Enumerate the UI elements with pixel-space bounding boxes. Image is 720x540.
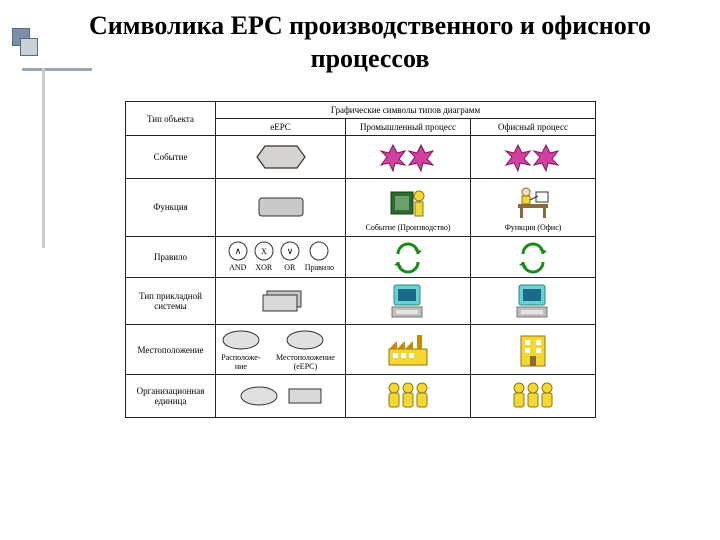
hdr-objtype: Тип объекта [126, 102, 216, 136]
office-worker-icon [510, 182, 556, 222]
svg-text:X: X [261, 247, 267, 256]
cap-place: Расположе-ние [218, 354, 264, 372]
cell-rule-office [471, 236, 596, 277]
cell-org-eepc [216, 375, 346, 418]
computer-icon [386, 281, 430, 321]
row-event-label: Событие [126, 136, 216, 179]
cell-event-prod [346, 136, 471, 179]
cycle-arrows-icon [388, 240, 428, 274]
ellipse-icon [283, 328, 327, 352]
svg-text:∧: ∧ [235, 246, 242, 256]
row-orgunit-label: Организационная единица [126, 375, 216, 418]
star-burst-icon [373, 139, 443, 175]
lbl-and: AND [229, 264, 246, 273]
and-icon: ∧ [227, 240, 249, 262]
cell-func-eepc [216, 179, 346, 237]
xor-icon: X [253, 240, 275, 262]
people-group-icon [505, 378, 561, 414]
hdr-symbols: Графические символы типов диаграмм [216, 102, 596, 119]
decor-vline [42, 68, 45, 248]
page-title: Символика EPC производственного и офисно… [0, 0, 720, 81]
cycle-arrows-icon [513, 240, 553, 274]
caption-func-office: Функция (Офис) [505, 224, 562, 233]
row-itsys-label: Тип прикладной системы [126, 277, 216, 324]
lbl-xor: XOR [255, 264, 272, 273]
symbol-table: Тип объекта Графические символы типов ди… [125, 101, 595, 418]
lbl-rule: Правило [305, 264, 334, 273]
or-icon: ∨ [279, 240, 301, 262]
decor-hline [22, 68, 92, 71]
hdr-industrial: Промышленный процесс [346, 119, 471, 136]
people-group-icon [380, 378, 436, 414]
cell-event-office [471, 136, 596, 179]
hdr-eepc: eEPC [216, 119, 346, 136]
cap-loc: Местоположение (eEPC) [268, 354, 343, 372]
cell-event-eepc [216, 136, 346, 179]
lbl-or: OR [284, 264, 295, 273]
row-rule-label: Правило [126, 236, 216, 277]
computer-icon [511, 281, 555, 321]
row-location-label: Местоположение [126, 324, 216, 375]
layered-rect-icon [253, 287, 309, 315]
caption-func-prod: Событие (Производство) [366, 224, 451, 233]
cell-itsys-office [471, 277, 596, 324]
hexagon-icon [249, 142, 313, 172]
ellipse-icon [237, 384, 281, 408]
row-function-label: Функция [126, 179, 216, 237]
worker-icon [385, 182, 431, 222]
rule-icon [308, 240, 330, 262]
cell-rule-prod [346, 236, 471, 277]
decor-square-2 [20, 38, 38, 56]
cell-loc-prod [346, 324, 471, 375]
cell-itsys-prod [346, 277, 471, 324]
hdr-office: Офисный процесс [471, 119, 596, 136]
cell-rule-eepc: ∧ AND X XOR ∨ OR Правило [216, 236, 346, 277]
factory-icon [383, 331, 433, 369]
rect-icon [285, 385, 325, 407]
cell-org-office [471, 375, 596, 418]
roundrect-icon [251, 192, 311, 222]
cell-func-prod: Событие (Производство) [346, 179, 471, 237]
cell-loc-office [471, 324, 596, 375]
star-burst-icon [498, 139, 568, 175]
svg-text:∨: ∨ [287, 246, 294, 256]
cell-itsys-eepc [216, 277, 346, 324]
cell-org-prod [346, 375, 471, 418]
office-building-icon [511, 330, 555, 370]
cell-func-office: Функция (Офис) [471, 179, 596, 237]
ellipse-icon [219, 328, 263, 352]
cell-loc-eepc: Расположе-ние Местоположение (eEPC) [216, 324, 346, 375]
